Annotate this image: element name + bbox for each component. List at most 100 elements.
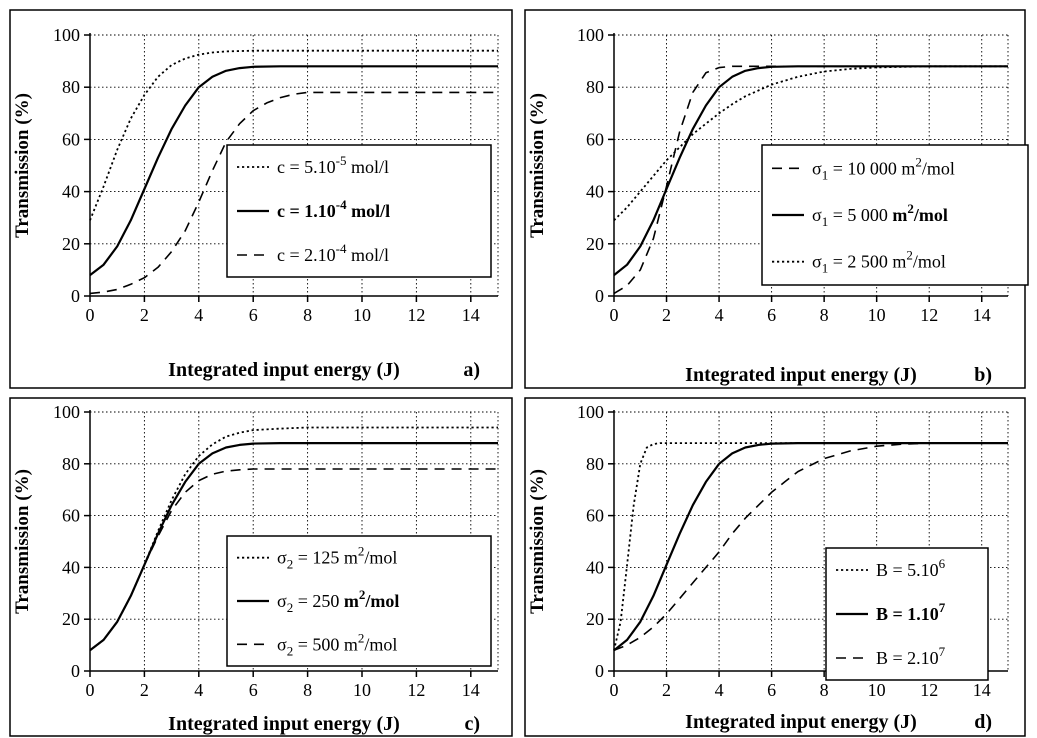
x-tick-label: 6: [767, 305, 776, 325]
legend-label-3: σ1 = 2 500 m2/mol: [812, 248, 946, 276]
panel-frame: [9, 9, 513, 389]
panel-frame: [9, 397, 513, 737]
legend-superscript: -4: [336, 197, 347, 212]
y-tick-label: 0: [595, 286, 604, 306]
x-tick-label: 8: [303, 680, 312, 700]
y-tick-label: 80: [586, 454, 604, 474]
legend-superscript: -5: [336, 153, 347, 168]
x-tick-label: 10: [868, 305, 886, 325]
x-tick-label: 14: [462, 305, 480, 325]
series-line-1: [89, 426, 498, 652]
legend-superscript: 2: [358, 544, 365, 559]
series-line-1: [89, 49, 498, 221]
legend-text: mol/l: [346, 245, 389, 265]
legend-superscript: 2: [358, 630, 365, 645]
legend-text: B = 2.10: [876, 648, 939, 668]
legend-superscript: 2: [915, 154, 922, 169]
legend-superscript: 6: [939, 556, 946, 571]
x-tick-label: 12: [407, 305, 425, 325]
x-axis-label: Integrated input energy (J): [685, 364, 917, 386]
y-tick-label: 0: [595, 661, 604, 681]
x-tick-label: 12: [407, 680, 425, 700]
panel-a: 0 20 40 60 80 100 0 2 4 6 8 10 12 14 Transmission (%) I…: [9, 9, 513, 389]
series-line-3: [89, 91, 498, 295]
x-tick-label: 4: [715, 680, 724, 700]
y-tick-label: 0: [71, 661, 80, 681]
legend-text: B = 1.10: [876, 604, 939, 624]
legend-text: /mol: [913, 205, 948, 225]
legend-label-2: σ1 = 5 000 m2/mol: [812, 201, 948, 229]
x-tick-label: 4: [194, 305, 203, 325]
y-tick-label: 80: [62, 77, 80, 97]
x-tick-label: 10: [353, 680, 371, 700]
x-tick-label: 0: [610, 680, 619, 700]
panel-c: 0 20 40 60 80 100 0 2 4 6 8 10 12 14 Transmission (%) I…: [9, 397, 513, 737]
y-axis-label: Transmission (%): [527, 469, 548, 614]
y-tick-label: 100: [577, 25, 604, 45]
x-tick-label: 2: [140, 680, 149, 700]
y-tick-label: 20: [62, 609, 80, 629]
x-tick-label: 2: [140, 305, 149, 325]
y-tick-label: 80: [62, 454, 80, 474]
x-tick-label: 12: [920, 680, 938, 700]
y-axis-label: Transmission (%): [12, 93, 33, 238]
x-tick-label: 6: [767, 680, 776, 700]
y-tick-label: 60: [586, 506, 604, 526]
y-tick-label: 20: [62, 234, 80, 254]
legend-text: B = 5.10: [876, 560, 939, 580]
legend-text: σ: [277, 548, 287, 568]
x-tick-label: 8: [820, 305, 829, 325]
legend-label-1: σ1 = 10 000 m2/mol: [812, 154, 955, 182]
legend-label-2: B = 1.107: [876, 600, 946, 624]
x-tick-label: 0: [610, 305, 619, 325]
legend-text: c = 5.10: [277, 157, 336, 177]
y-tick-label: 40: [62, 182, 80, 202]
y-tick-label: 60: [586, 129, 604, 149]
panel-label: a): [463, 359, 480, 381]
panel-label: b): [974, 364, 992, 386]
x-axis-label: Integrated input energy (J): [168, 359, 400, 381]
x-tick-label: 10: [353, 305, 371, 325]
x-axis-label: Integrated input energy (J): [168, 713, 400, 735]
legend-box: [761, 144, 1029, 286]
y-tick-label: 40: [586, 557, 604, 577]
series-line-1: [613, 442, 1008, 651]
x-tick-label: 14: [462, 680, 480, 700]
legend-text: σ: [812, 158, 822, 178]
legend-label-3: σ2 = 500 m2/mol: [277, 630, 397, 658]
legend-text: = 250: [293, 591, 344, 611]
legend-text: = 500 m: [293, 634, 358, 654]
y-tick-label: 20: [586, 234, 604, 254]
x-tick-label: 6: [249, 680, 258, 700]
y-tick-label: 80: [586, 77, 604, 97]
legend-text: = 2 500 m: [828, 252, 906, 272]
legend-superscript: 7: [939, 644, 946, 659]
series-line-2: [89, 442, 498, 652]
x-tick-label: 4: [194, 680, 203, 700]
legend: c = 5.10-5 mol/lc = 1.10-4 mol/lc = 2.10…: [226, 144, 492, 278]
panel-label: d): [974, 711, 992, 733]
x-tick-label: 10: [868, 680, 886, 700]
legend-text: σ: [812, 205, 822, 225]
legend-box: [226, 144, 492, 278]
legend-subscript: 2: [287, 557, 294, 572]
series-line-3: [613, 65, 1008, 221]
legend-label-1: c = 5.10-5 mol/l: [277, 153, 389, 177]
series-line-2: [613, 442, 1008, 652]
legend-label-1: B = 5.106: [876, 556, 946, 580]
legend-text: = 125 m: [293, 548, 358, 568]
series-line-3: [89, 468, 498, 651]
x-tick-label: 14: [973, 305, 991, 325]
y-tick-label: 60: [62, 506, 80, 526]
legend-label-3: B = 2.107: [876, 644, 946, 668]
y-tick-label: 100: [577, 402, 604, 422]
y-tick-label: 60: [62, 129, 80, 149]
y-axis-label: Transmission (%): [12, 469, 33, 614]
legend-superscript: -4: [336, 241, 347, 256]
legend-label-1: σ2 = 125 m2/mol: [277, 544, 397, 572]
x-tick-label: 6: [249, 305, 258, 325]
